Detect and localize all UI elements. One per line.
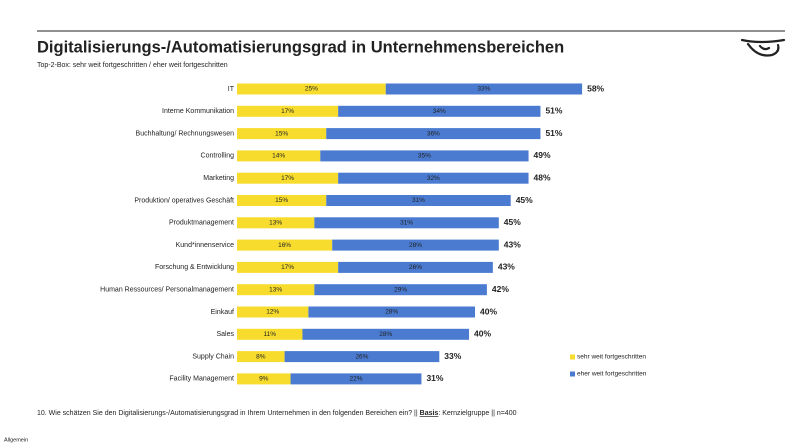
category-label: Controlling	[201, 153, 235, 160]
bar-segment	[320, 150, 529, 162]
value-label: 29%	[394, 286, 407, 293]
bar-segment	[237, 172, 339, 184]
total-label: 43%	[498, 262, 515, 272]
value-label: 13%	[269, 286, 282, 293]
value-label: 17%	[281, 264, 294, 271]
category-label: Human Ressources/ Personalmanagement	[100, 287, 234, 294]
classification: Allgemein	[4, 437, 28, 443]
value-label: 15%	[275, 130, 288, 137]
legend-swatch	[570, 371, 575, 377]
chart-subtitle: Top-2-Box: sehr weit fortgeschritten / e…	[37, 62, 228, 69]
logo	[740, 38, 786, 57]
bar-segment	[314, 217, 499, 229]
total-label: 45%	[504, 217, 521, 227]
value-label: 9%	[259, 376, 269, 383]
total-label: 40%	[474, 329, 491, 339]
value-label: 17%	[281, 108, 294, 115]
value-label: 17%	[281, 175, 294, 182]
bar-segment	[237, 328, 303, 340]
category-label: Kund*innenservice	[176, 242, 234, 249]
bar-segment	[308, 306, 475, 318]
value-label: 14%	[272, 153, 285, 160]
category-label: Marketing	[203, 175, 234, 182]
bar-segment	[237, 217, 315, 229]
value-label: 32%	[427, 175, 440, 182]
value-label: 33%	[477, 86, 490, 93]
bar-segment	[237, 373, 291, 385]
bar-segment	[237, 261, 339, 273]
category-label: IT	[228, 86, 235, 93]
bar-segment	[237, 83, 386, 95]
bar-segment	[237, 128, 327, 140]
value-label: 22%	[349, 376, 362, 383]
bar-segment	[302, 328, 470, 340]
total-label: 48%	[534, 172, 551, 182]
bar-segment	[237, 351, 285, 363]
category-label: Sales	[216, 331, 234, 338]
value-label: 8%	[256, 353, 266, 360]
total-label: 31%	[426, 373, 443, 383]
bar-segment	[237, 306, 309, 318]
legend-label: sehr weit fortgeschritten	[577, 354, 646, 361]
category-label: Supply Chain	[192, 353, 234, 360]
value-label: 34%	[433, 108, 446, 115]
footnote: 10. Wie schätzen Sie den Digitalisierung…	[37, 410, 517, 417]
value-label: 15%	[275, 197, 288, 204]
bar-segment	[326, 195, 511, 206]
bar-segment	[284, 351, 440, 363]
bar-segment	[237, 239, 333, 251]
bar-segment	[237, 105, 339, 117]
footnote-text: 10. Wie schätzen Sie den Digitalisierung…	[37, 410, 420, 417]
value-label: 16%	[278, 242, 291, 249]
total-label: 42%	[492, 284, 509, 294]
category-label: Einkauf	[211, 309, 234, 316]
bar-segment	[237, 195, 327, 206]
value-label: 36%	[427, 130, 440, 137]
total-label: 51%	[545, 128, 562, 138]
category-label: Buchhaltung/ Rechnungswesen	[136, 130, 235, 137]
category-label: Interne Kommunikation	[162, 108, 234, 115]
bar-segment	[338, 105, 541, 117]
total-label: 33%	[444, 351, 461, 361]
total-label: 51%	[545, 106, 562, 116]
bar-segment	[314, 284, 487, 296]
value-label: 28%	[409, 242, 422, 249]
bar-segment	[326, 128, 541, 140]
total-label: 49%	[534, 150, 551, 160]
total-label: 40%	[480, 306, 497, 316]
value-label: 25%	[305, 86, 318, 93]
value-label: 35%	[418, 153, 431, 160]
total-label: 45%	[516, 195, 533, 205]
bar-segment	[338, 261, 493, 273]
bar-segment	[290, 373, 422, 385]
bar-segment	[237, 284, 315, 296]
value-label: 28%	[379, 331, 392, 338]
value-label: 11%	[263, 331, 276, 338]
value-label: 26%	[355, 353, 368, 360]
value-label: 31%	[412, 197, 425, 204]
footnote-basis: Basis	[420, 410, 439, 417]
category-label: Produktmanagement	[169, 220, 234, 227]
bar-segment	[237, 150, 321, 162]
value-label: 12%	[266, 309, 279, 316]
legend-swatch	[570, 354, 575, 360]
footnote-text: : Kernzielgruppe || n=400	[438, 410, 516, 417]
value-label: 28%	[385, 309, 398, 316]
total-label: 58%	[587, 83, 604, 93]
bar-segment	[338, 172, 529, 184]
category-label: Produktion/ operatives Geschäft	[134, 197, 234, 204]
value-label: 26%	[409, 264, 422, 271]
total-label: 43%	[504, 239, 521, 249]
value-label: 31%	[400, 220, 413, 227]
category-label: Forschung & Entwicklung	[155, 264, 234, 271]
chart-title: Digitalisierungs-/Automatisierungsgrad i…	[37, 38, 564, 56]
category-label: Facility Management	[169, 376, 234, 383]
bar-segment	[385, 83, 583, 95]
legend-label: eher weit fortgeschritten	[577, 371, 647, 378]
bar-segment	[332, 239, 499, 251]
value-label: 13%	[269, 220, 282, 227]
